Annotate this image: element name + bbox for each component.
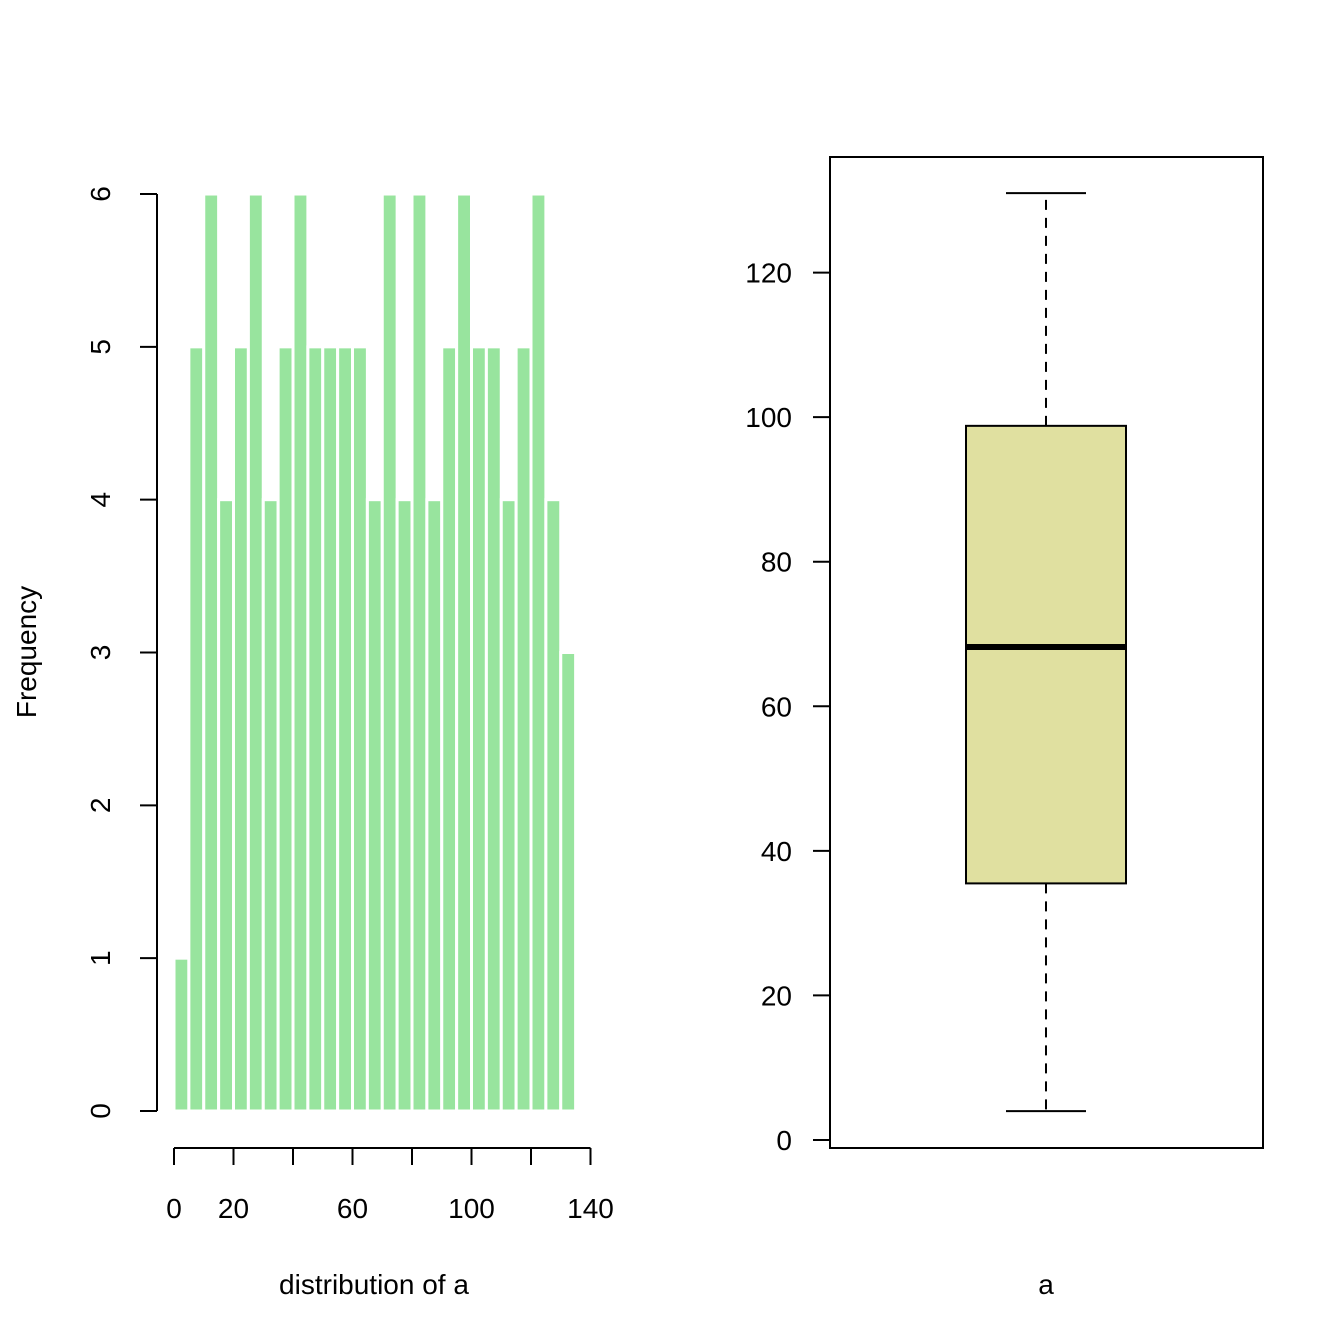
histogram-bar bbox=[529, 192, 548, 1113]
histogram-bar bbox=[410, 192, 429, 1113]
histogram-bar bbox=[217, 498, 235, 1113]
histogram-bar bbox=[202, 192, 221, 1113]
histogram-bar bbox=[559, 651, 578, 1113]
boxplot-box bbox=[965, 424, 1127, 885]
histogram-bar bbox=[470, 345, 488, 1113]
boxplot-xlabel: a bbox=[1038, 1269, 1054, 1300]
boxplot-y-tick-label: 120 bbox=[745, 258, 792, 289]
histogram-x-tick-label: 20 bbox=[218, 1193, 249, 1224]
histogram-bar bbox=[232, 345, 250, 1113]
histogram-y-tick-label: 1 bbox=[85, 950, 116, 966]
histogram-bar bbox=[351, 345, 369, 1113]
histogram-y-tick-label: 5 bbox=[85, 339, 116, 355]
boxplot-y-tick-label: 80 bbox=[761, 547, 792, 578]
histogram-x-tick-label: 140 bbox=[567, 1193, 614, 1224]
histogram-y-tick-label: 0 bbox=[85, 1103, 116, 1119]
histogram-x-tick-label: 60 bbox=[337, 1193, 368, 1224]
boxplot-y-tick-label: 60 bbox=[761, 691, 792, 722]
histogram-bar bbox=[261, 498, 280, 1113]
histogram-x-tick-label: 100 bbox=[448, 1193, 495, 1224]
histogram-bar bbox=[365, 498, 384, 1113]
histogram-bar bbox=[187, 345, 206, 1113]
histogram-bar bbox=[291, 192, 310, 1113]
histogram-bar bbox=[276, 345, 295, 1113]
histogram-bar bbox=[499, 498, 518, 1113]
histogram-bar bbox=[321, 345, 340, 1113]
histogram-bar bbox=[336, 345, 354, 1113]
histogram-bar bbox=[246, 192, 265, 1113]
histogram-bar bbox=[425, 498, 444, 1113]
histogram-y-tick-label: 3 bbox=[85, 645, 116, 661]
histogram-y-tick-label: 4 bbox=[85, 492, 116, 508]
histogram-y-tick-label: 6 bbox=[85, 186, 116, 202]
histogram-xlabel: distribution of a bbox=[279, 1269, 469, 1300]
histogram-bar bbox=[514, 345, 533, 1113]
boxplot-y-tick-label: 0 bbox=[776, 1125, 792, 1156]
boxplot-y-tick-label: 100 bbox=[745, 402, 792, 433]
histogram-bar bbox=[380, 192, 399, 1113]
histogram-bar bbox=[440, 345, 459, 1113]
boxplot-y-tick-label: 40 bbox=[761, 836, 792, 867]
histogram-bar bbox=[306, 345, 325, 1113]
boxplot-panel: 0 20 40 60 80 100 120 bbox=[745, 156, 1264, 1156]
histogram-bar bbox=[544, 498, 563, 1113]
histogram-bar bbox=[455, 192, 473, 1113]
histogram-x-tick-label: 0 bbox=[166, 1193, 182, 1224]
histogram-bar bbox=[395, 498, 414, 1113]
histogram-ylabel: Frequency bbox=[11, 586, 42, 718]
histogram-y-tick-label: 2 bbox=[85, 798, 116, 814]
histogram-bar bbox=[172, 956, 191, 1113]
histogram-bar bbox=[484, 345, 503, 1113]
boxplot-y-tick-label: 20 bbox=[761, 980, 792, 1011]
